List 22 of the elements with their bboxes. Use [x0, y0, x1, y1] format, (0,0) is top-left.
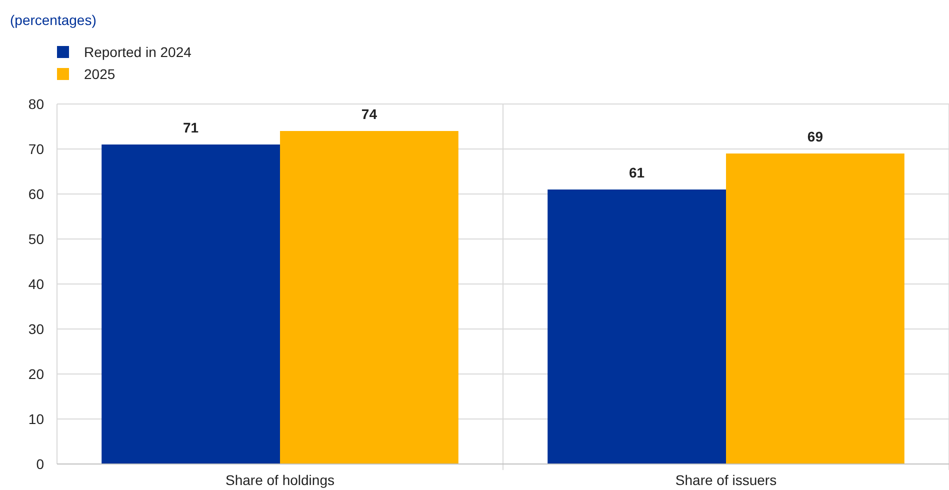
legend-label: Reported in 2024: [84, 44, 192, 60]
bar: [726, 154, 904, 464]
y-tick-label: 30: [28, 320, 44, 337]
data-label: 61: [629, 164, 645, 180]
data-label: 74: [361, 106, 378, 122]
bar: [280, 131, 458, 464]
data-label: 69: [807, 128, 824, 144]
chart-subtitle: (percentages): [10, 12, 96, 28]
y-tick-label: 50: [28, 230, 44, 247]
y-tick-label: 70: [28, 140, 44, 157]
bar: [548, 190, 726, 464]
legend-label: 2025: [84, 66, 116, 82]
x-tick-label: Share of holdings: [226, 472, 334, 488]
bar: [102, 144, 280, 464]
data-label: 71: [183, 120, 199, 136]
y-tick-label: 80: [28, 96, 44, 112]
y-tick-label: 60: [28, 186, 44, 202]
y-tick-label: 40: [28, 276, 44, 292]
y-tick-label: 0: [36, 456, 44, 472]
y-tick-label: 10: [28, 410, 44, 427]
y-tick-label: 20: [28, 366, 44, 382]
x-tick-label: Share of issuers: [675, 472, 777, 488]
